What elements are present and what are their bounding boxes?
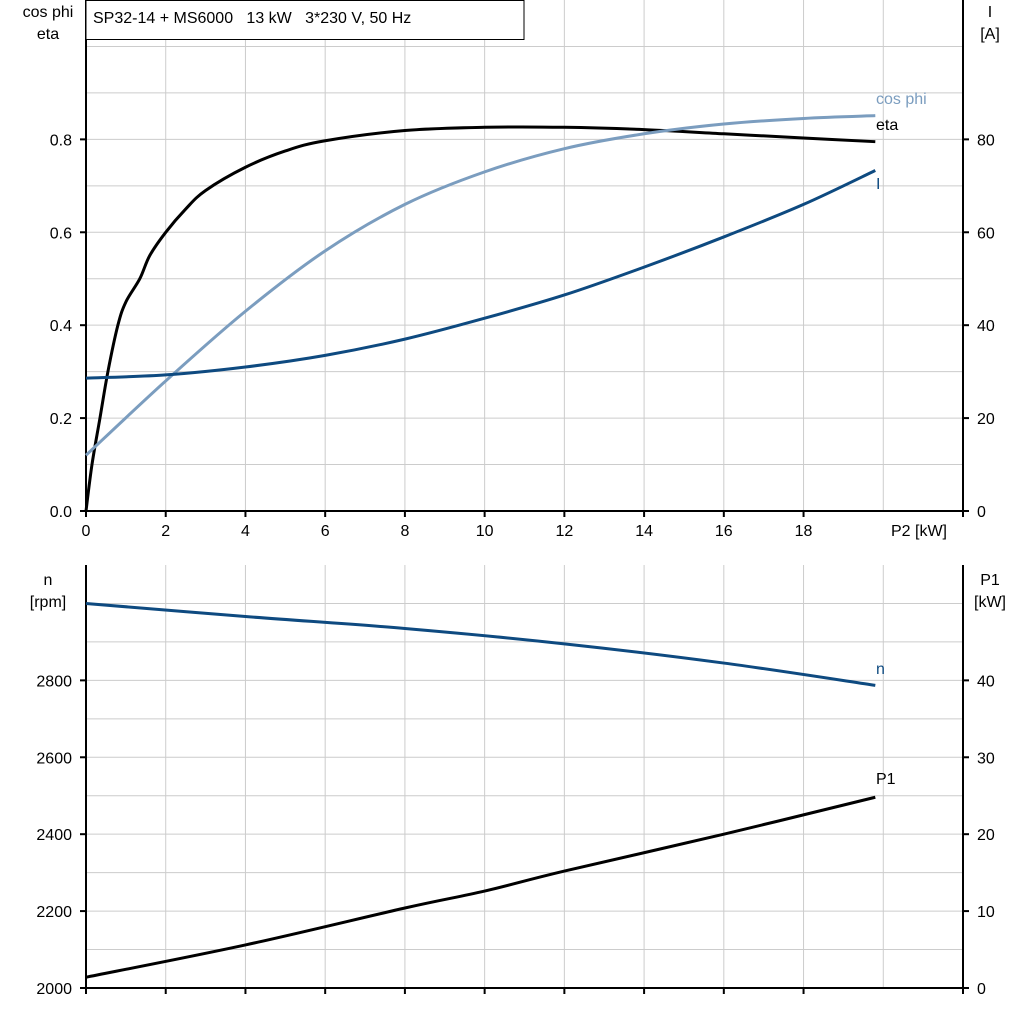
x-tick-label: 16 <box>715 523 733 540</box>
x-tick-label: 6 <box>321 523 330 540</box>
y-left-axis-label: eta <box>37 26 59 43</box>
y-left-tick-label: 2000 <box>36 981 72 998</box>
y-right-tick-label: 80 <box>977 132 995 149</box>
y-right-tick-label: 20 <box>977 411 995 428</box>
y-left-tick-label: 0.2 <box>50 411 72 428</box>
y-right-axis-label: I <box>988 4 992 21</box>
y-right-axis-label: P1 <box>980 572 1000 589</box>
x-tick-label: 14 <box>635 523 653 540</box>
x-tick-label: 10 <box>476 523 494 540</box>
x-tick-label: 8 <box>400 523 409 540</box>
y-left-tick-label: 2600 <box>36 750 72 767</box>
x-tick-label: 2 <box>161 523 170 540</box>
y-right-tick-label: 20 <box>977 827 995 844</box>
series-label-p1: P1 <box>876 771 896 788</box>
plot-panel-2: 2000 2200 2400 2600 2800 0 10 20 30 40 n [rpm] P1 [kW… <box>30 565 1006 998</box>
y-right-tick-label: 10 <box>977 904 995 921</box>
x-axis-label: P2 [kW] <box>891 523 947 540</box>
series-label-cos-phi: cos phi <box>876 91 927 108</box>
title-box: SP32-14 + MS6000 13 kW 3*230 V, 50 Hz <box>85 0 525 40</box>
series-label-i: I <box>876 176 880 193</box>
series-line-cos-phi <box>84 114 876 457</box>
y-left-tick-label: 0.4 <box>50 318 72 335</box>
y-right-axis-label: [kW] <box>974 594 1006 611</box>
y-left-tick-label: 2400 <box>36 827 72 844</box>
y-right-tick-label: 60 <box>977 225 995 242</box>
y-left-tick-label: 0.6 <box>50 225 72 242</box>
series-label-n: n <box>876 661 885 678</box>
series-line-i <box>85 169 876 380</box>
y-left-tick-label: 2800 <box>36 673 72 690</box>
series-line-p1 <box>85 795 876 979</box>
plot-panel-1: 0 2 4 6 8 10 12 14 16 18 P2 [kW] 0.0 0.2 0.4 0.6 0.8 0 20… <box>23 0 1000 540</box>
series-line-eta <box>84 125 876 512</box>
y-right-tick-label: 0 <box>977 981 986 998</box>
x-tick-label: 12 <box>555 523 573 540</box>
y-left-tick-label: 0.8 <box>50 132 72 149</box>
y-right-tick-label: 40 <box>977 673 995 690</box>
y-left-axis-label: cos phi <box>23 4 74 21</box>
title-box-frame <box>85 0 525 40</box>
x-tick-label: 0 <box>82 523 91 540</box>
y-right-axis-label: [A] <box>980 26 1000 43</box>
y-right-tick-label: 0 <box>977 504 986 521</box>
x-tick-label: 4 <box>241 523 250 540</box>
y-left-axis-label: n <box>44 572 53 589</box>
chart-title: SP32-14 + MS6000 13 kW 3*230 V, 50 Hz <box>93 10 411 27</box>
series-label-eta: eta <box>876 117 898 134</box>
y-left-axis-label: [rpm] <box>30 594 66 611</box>
y-left-tick-label: 0.0 <box>50 504 72 521</box>
x-tick-label: 18 <box>795 523 813 540</box>
y-right-tick-label: 30 <box>977 750 995 767</box>
y-right-tick-label: 40 <box>977 318 995 335</box>
series-line-n <box>85 601 876 687</box>
y-left-tick-label: 2200 <box>36 904 72 921</box>
